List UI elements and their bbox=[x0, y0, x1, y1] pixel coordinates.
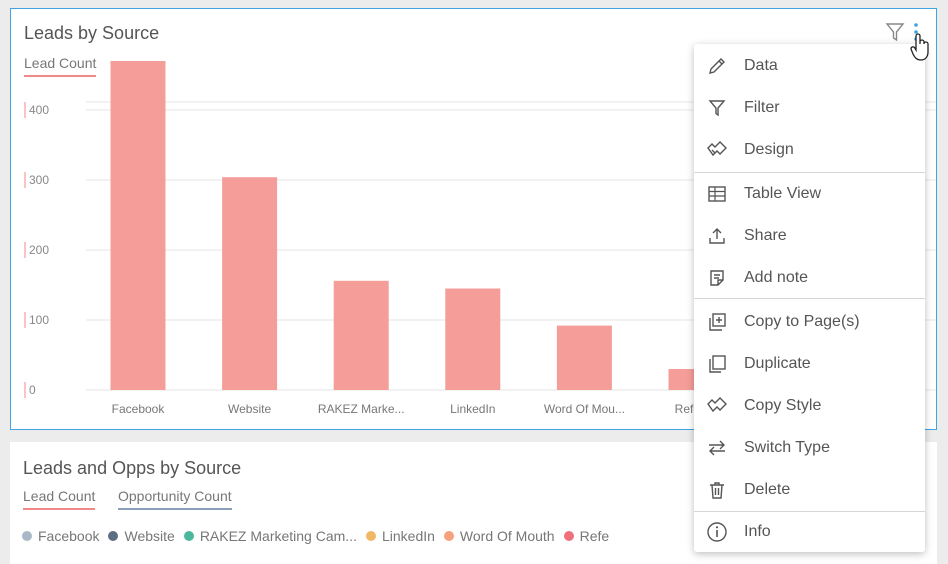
card-title: Leads by Source bbox=[24, 23, 160, 43]
menu-item-label: Delete bbox=[744, 481, 791, 498]
menu-item-label: Duplicate bbox=[744, 355, 811, 372]
bar bbox=[556, 325, 612, 390]
menu-separator bbox=[694, 511, 925, 512]
menu-item-switch-type[interactable]: Switch Type bbox=[694, 428, 925, 468]
menu-item-copy-to-pages[interactable]: Copy to Page(s) bbox=[694, 302, 925, 342]
filter-icon bbox=[706, 97, 728, 119]
copy-to-page-icon bbox=[706, 311, 728, 333]
menu-item-add-note[interactable]: Add note bbox=[694, 258, 925, 298]
legend-label: Word Of Mouth bbox=[459, 528, 555, 544]
trash-icon bbox=[706, 479, 728, 501]
x-tick-label: RAKEZ Marke... bbox=[318, 402, 405, 416]
note-icon bbox=[706, 267, 728, 289]
menu-item-label: Copy Style bbox=[744, 397, 822, 414]
y-tick-label: 200 bbox=[29, 243, 49, 257]
menu-item-label: Switch Type bbox=[744, 439, 830, 456]
legend-dot bbox=[183, 531, 194, 541]
table-icon bbox=[706, 183, 728, 205]
menu-item-label: Filter bbox=[744, 99, 780, 116]
tab-opportunity-count[interactable]: Opportunity Count bbox=[118, 488, 232, 510]
menu-item-filter[interactable]: Filter bbox=[694, 88, 925, 128]
legend-dot bbox=[443, 531, 454, 541]
bar-chart: 400 300 200 100 0 Facebook Website RAKEZ Marke… bbox=[24, 61, 936, 416]
legend-dot bbox=[563, 531, 574, 541]
x-tick-label: Word Of Mou... bbox=[544, 402, 625, 416]
hand-cursor-icon bbox=[909, 32, 933, 67]
chart-bars bbox=[110, 61, 724, 390]
menu-item-share[interactable]: Share bbox=[694, 216, 925, 256]
menu-item-delete[interactable]: Delete bbox=[694, 470, 925, 510]
menu-item-data[interactable]: Data bbox=[694, 46, 925, 86]
bar bbox=[445, 288, 501, 390]
menu-item-design[interactable]: Design bbox=[694, 130, 925, 170]
legend-item[interactable]: LinkedIn bbox=[365, 528, 435, 544]
menu-item-label: Design bbox=[744, 141, 794, 158]
y-tick-label: 300 bbox=[29, 173, 49, 187]
menu-separator bbox=[694, 298, 925, 299]
pencil-icon bbox=[706, 55, 728, 77]
menu-separator bbox=[694, 172, 925, 173]
menu-item-label: Share bbox=[744, 227, 787, 244]
legend-label: LinkedIn bbox=[381, 528, 435, 544]
legend-label: RAKEZ Marketing Cam... bbox=[199, 528, 357, 544]
x-tick-label: Website bbox=[228, 402, 271, 416]
y-axis-ticks: 400 300 200 100 0 bbox=[24, 102, 49, 398]
x-tick-label: Facebook bbox=[112, 402, 166, 416]
legend-dot bbox=[365, 531, 376, 541]
menu-item-table-view[interactable]: Table View bbox=[694, 174, 925, 214]
legend: Facebook Website RAKEZ Marketing Cam... … bbox=[22, 528, 618, 544]
x-tick-label: LinkedIn bbox=[450, 402, 495, 416]
menu-item-label: Table View bbox=[744, 185, 822, 202]
y-tick-label: 100 bbox=[29, 313, 49, 327]
menu-item-label: Copy to Page(s) bbox=[744, 313, 860, 330]
card-title: Leads and Opps by Source bbox=[23, 458, 242, 478]
y-tick-label: 400 bbox=[29, 103, 49, 117]
legend-item[interactable]: RAKEZ Marketing Cam... bbox=[183, 528, 357, 544]
duplicate-icon bbox=[706, 353, 728, 375]
legend-item[interactable]: Facebook bbox=[22, 528, 99, 544]
legend-item[interactable]: Refe bbox=[563, 528, 610, 544]
copy-style-icon bbox=[706, 395, 728, 417]
share-icon bbox=[706, 225, 728, 247]
tab-lead-count[interactable]: Lead Count bbox=[24, 55, 97, 77]
info-icon bbox=[706, 521, 728, 543]
menu-item-info[interactable]: Info bbox=[694, 512, 925, 552]
menu-item-label: Info bbox=[744, 523, 771, 540]
context-menu: Data Filter Design Table View Share Add … bbox=[694, 44, 925, 552]
switch-type-icon bbox=[706, 437, 728, 459]
menu-item-label: Data bbox=[744, 57, 778, 74]
legend-dot bbox=[22, 531, 32, 541]
legend-label: Website bbox=[124, 528, 175, 544]
tab-lead-count[interactable]: Lead Count bbox=[23, 488, 96, 510]
design-icon bbox=[706, 139, 728, 161]
bar bbox=[222, 177, 278, 390]
legend-item[interactable]: Website bbox=[108, 528, 175, 544]
menu-item-copy-style[interactable]: Copy Style bbox=[694, 386, 925, 426]
menu-item-duplicate[interactable]: Duplicate bbox=[694, 344, 925, 384]
filter-icon[interactable] bbox=[885, 21, 905, 48]
x-axis-ticks: Facebook Website RAKEZ Marke... LinkedIn Wor… bbox=[112, 402, 718, 416]
bar bbox=[333, 280, 389, 390]
legend-label: Facebook bbox=[38, 528, 100, 544]
legend-item[interactable]: Word Of Mouth bbox=[443, 528, 555, 544]
bar bbox=[110, 61, 166, 390]
legend-label: Refe bbox=[579, 528, 610, 544]
y-tick-label: 0 bbox=[29, 383, 36, 397]
menu-item-label: Add note bbox=[744, 269, 809, 286]
legend-dot bbox=[108, 531, 119, 541]
